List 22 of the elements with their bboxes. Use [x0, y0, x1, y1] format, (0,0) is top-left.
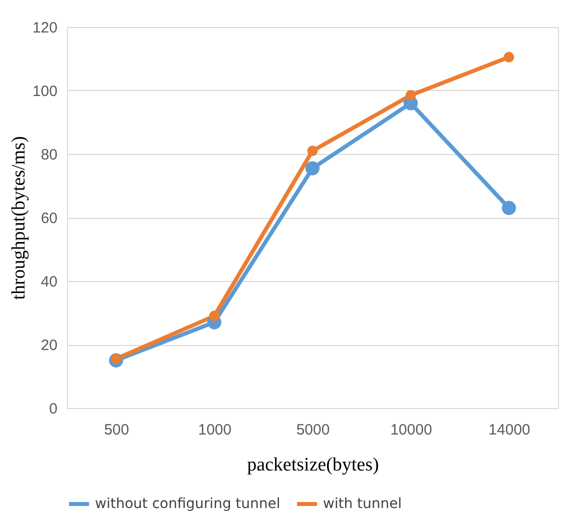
- y-tick-label: 80: [40, 146, 58, 164]
- y-tick-label: 0: [49, 400, 58, 418]
- y-tick-label: 60: [40, 210, 58, 227]
- x-tick-label: 14000: [488, 422, 530, 438]
- y-tick-label: 100: [32, 83, 58, 100]
- point: [305, 161, 320, 176]
- point: [307, 146, 318, 156]
- x-tick-label: 1000: [198, 422, 232, 438]
- y-tick-label: 20: [40, 337, 58, 354]
- y-tick-label: 40: [40, 274, 58, 290]
- point: [209, 310, 220, 322]
- x-tick-label: 500: [104, 422, 130, 438]
- y-tick-label: 120: [32, 20, 58, 36]
- y-axis-title: throughput(bytes/ms): [8, 136, 30, 300]
- x-axis-title: packetsize(bytes): [247, 454, 379, 476]
- point: [502, 200, 516, 216]
- x-tick-label: 5000: [296, 422, 330, 438]
- x-tick-label: 10000: [390, 422, 432, 438]
- legend-label: without configuring tunnel: [95, 496, 280, 512]
- legend-label: with tunnel: [323, 496, 402, 512]
- point: [504, 52, 514, 62]
- point: [405, 90, 416, 100]
